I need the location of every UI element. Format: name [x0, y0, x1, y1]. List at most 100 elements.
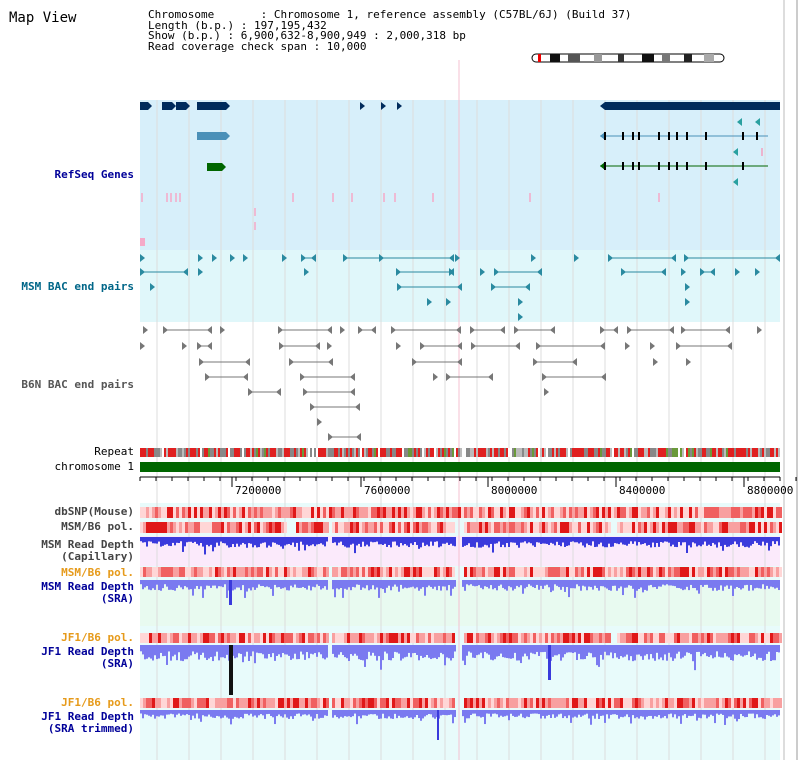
heat-cell	[650, 633, 653, 643]
depth-bar	[394, 710, 396, 714]
heat-cell	[593, 698, 596, 708]
heat-cell	[269, 633, 272, 643]
heat-cell	[728, 633, 731, 643]
depth-bar	[422, 645, 424, 658]
depth-bar	[296, 537, 298, 543]
depth-bar	[690, 710, 692, 717]
heat-cell	[398, 522, 401, 533]
heat-cell	[299, 698, 302, 708]
repeat-segment	[542, 448, 544, 457]
repeat-segment	[184, 448, 186, 457]
heat-cell	[707, 567, 710, 577]
depth-bar	[376, 537, 378, 542]
depth-bar	[572, 580, 574, 589]
bac-end	[243, 254, 248, 262]
depth-bar	[250, 580, 252, 591]
depth-bar	[714, 537, 716, 545]
heat-cell	[572, 698, 575, 708]
heat-cell	[770, 507, 773, 518]
heat-cell	[764, 698, 767, 708]
depth-bar	[364, 537, 366, 547]
depth-bar	[300, 710, 302, 717]
heat-cell	[215, 507, 218, 518]
depth-bar	[250, 645, 252, 657]
depth-bar	[524, 710, 526, 719]
depth-bar	[628, 537, 630, 544]
depth-bar	[390, 580, 392, 591]
bac-end	[207, 326, 212, 334]
depth-bar	[750, 645, 752, 658]
depth-bar	[720, 710, 722, 714]
depth-bar	[690, 580, 692, 585]
depth-bar	[208, 710, 210, 715]
depth-bar	[202, 537, 204, 547]
depth-bar	[676, 710, 678, 719]
heat-cell	[488, 522, 491, 533]
heat-cell	[773, 507, 776, 518]
heat-cell	[170, 633, 173, 643]
depth-bar	[412, 580, 414, 587]
depth-bar	[316, 537, 318, 545]
chromosome-label: chromosome 1	[54, 460, 134, 473]
repeat-segment	[648, 448, 650, 457]
heat-cell	[566, 567, 569, 577]
repeat-segment	[140, 448, 142, 457]
heat-cell	[152, 698, 155, 708]
gene-marker	[733, 148, 738, 156]
repeat-segment	[250, 448, 252, 457]
heat-cell	[320, 507, 323, 518]
heat-cell	[374, 567, 377, 577]
depth-bar	[434, 645, 436, 658]
bac-end	[350, 373, 355, 381]
repeat-segment	[220, 448, 222, 457]
heat-cell	[557, 507, 560, 518]
heat-cell	[641, 507, 644, 518]
heat-cell	[479, 507, 482, 518]
depth-bar	[668, 537, 670, 543]
heat-cell	[542, 522, 545, 533]
repeat-segment	[642, 448, 644, 457]
bac-end	[327, 342, 332, 350]
depth-bar	[650, 537, 652, 548]
depth-bar	[446, 580, 448, 591]
heat-cell	[590, 633, 593, 643]
depth-bar	[394, 580, 396, 585]
depth-bar	[226, 645, 228, 655]
heat-cell	[629, 507, 632, 518]
heat-cell	[245, 567, 248, 577]
heat-cell	[158, 698, 161, 708]
repeat-segment	[452, 448, 454, 457]
depth-bar	[772, 710, 774, 716]
depth-bar	[170, 537, 172, 547]
depth-bar	[662, 580, 664, 585]
heat-cell	[470, 567, 473, 577]
depth-bar	[348, 537, 350, 548]
depth-bar	[566, 645, 568, 653]
depth-bar	[558, 710, 560, 715]
depth-bar	[198, 710, 200, 719]
depth-bar	[514, 537, 516, 543]
heat-cell	[407, 507, 410, 518]
chromosome-ideogram[interactable]	[528, 52, 728, 64]
depth-bar	[294, 537, 296, 547]
repeat-segment	[570, 448, 572, 457]
heat-cell	[485, 567, 488, 577]
depth-bar	[350, 580, 352, 591]
heat-cell	[416, 507, 419, 518]
heat-cell	[200, 567, 203, 577]
heat-cell	[740, 567, 743, 577]
repeat-segment	[640, 448, 642, 457]
depth-bar	[352, 537, 354, 544]
depth-bar	[454, 710, 456, 718]
depth-bar	[496, 580, 498, 591]
heat-cell	[560, 507, 563, 518]
heat-cell	[350, 698, 353, 708]
depth-bar	[164, 710, 166, 719]
depth-bar	[284, 710, 286, 715]
heat-cell	[731, 507, 734, 518]
depth-bar	[572, 537, 574, 542]
depth-bar	[454, 537, 456, 547]
depth-bar	[738, 710, 740, 719]
depth-bar	[532, 710, 534, 714]
